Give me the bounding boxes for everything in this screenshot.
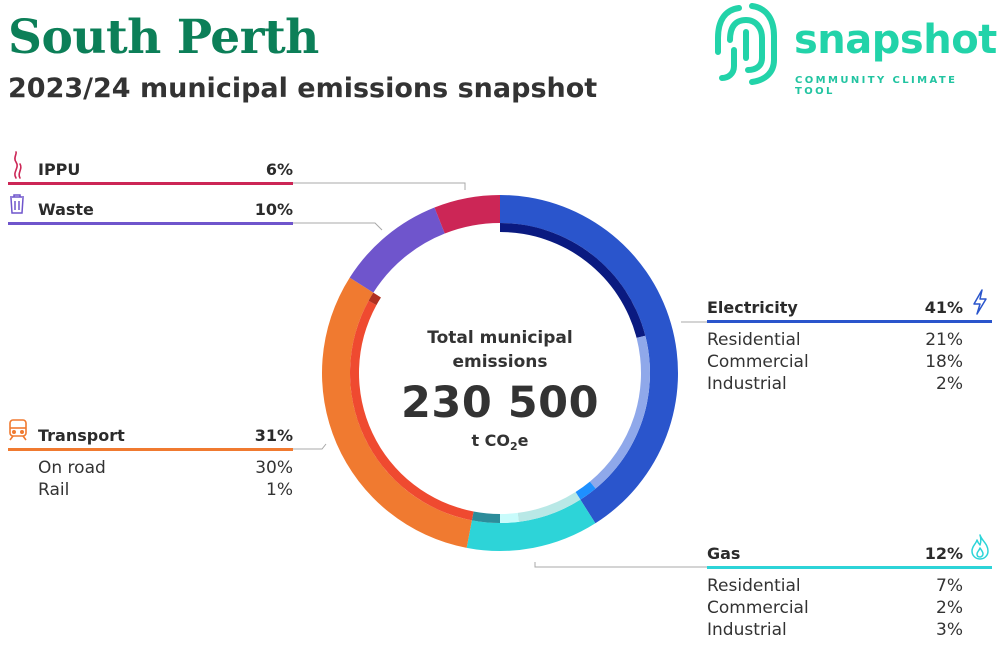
transport-sub-label: On road bbox=[38, 458, 106, 478]
electricity-label: Electricity bbox=[707, 298, 798, 317]
donut-sub-slice-gas-industrial bbox=[471, 511, 500, 523]
snapshot-logo: snapshot COMMUNITY CLIMATE TOOL bbox=[712, 0, 1000, 97]
donut-sub-slice-transport-on-road bbox=[350, 300, 474, 521]
electricity-rule bbox=[707, 320, 992, 323]
electricity-sub-percent: 18% bbox=[925, 352, 963, 372]
ippu-percent: 6% bbox=[265, 160, 293, 179]
waste-rule bbox=[8, 222, 293, 225]
page-subtitle: 2023/24 municipal emissions snapshot bbox=[8, 73, 598, 104]
gas-percent: 12% bbox=[924, 544, 963, 563]
lightning-icon bbox=[973, 289, 987, 315]
donut-slice-gas bbox=[466, 499, 596, 551]
unit-subscript: 2 bbox=[510, 440, 518, 454]
ippu-label: IPPU bbox=[38, 160, 81, 179]
smoke-icon bbox=[14, 151, 22, 179]
donut-sub-slice-transport-rail bbox=[368, 292, 381, 306]
waste-percent: 10% bbox=[254, 200, 293, 219]
electricity-sub-percent: 21% bbox=[925, 330, 963, 350]
gas-rule bbox=[707, 566, 992, 569]
electricity-sub-label: Commercial bbox=[707, 352, 809, 372]
train-icon bbox=[9, 419, 27, 441]
donut-sub-slice-electricity-industrial bbox=[575, 481, 596, 500]
transport-label: Transport bbox=[38, 426, 125, 445]
logo-wordmark: snapshot bbox=[794, 17, 997, 63]
gas-sub-label: Commercial bbox=[707, 598, 809, 618]
electricity-percent: 41% bbox=[924, 298, 963, 317]
transport-sub-percent: 30% bbox=[255, 458, 293, 478]
total-label: Total municipal emissions bbox=[427, 328, 573, 372]
gas-sub-percent: 3% bbox=[936, 620, 963, 640]
gas-sub-percent: 2% bbox=[936, 598, 963, 618]
electricity-sub-label: Industrial bbox=[707, 374, 787, 394]
waste-label: Waste bbox=[38, 200, 94, 219]
donut-slice-electricity bbox=[500, 195, 679, 524]
donut-slice-waste bbox=[349, 207, 445, 293]
fingerprint-logo-icon bbox=[715, 3, 777, 85]
gas-label: Gas bbox=[707, 544, 741, 563]
donut-slice-transport bbox=[321, 277, 472, 548]
flame-icon bbox=[971, 534, 989, 560]
transport-sub-label: Rail bbox=[38, 480, 70, 500]
donut-sub-slice-gas-commercial bbox=[500, 512, 519, 523]
unit-prefix: t CO bbox=[471, 431, 511, 450]
transport-rule bbox=[8, 448, 293, 451]
leader-line-ippu bbox=[293, 182, 466, 190]
donut-sub-slice-electricity-residential bbox=[500, 223, 646, 338]
leader-line-transport bbox=[293, 443, 327, 450]
gas-sub-percent: 7% bbox=[936, 576, 963, 596]
electricity-sub-percent: 2% bbox=[936, 374, 963, 394]
total-value: 230 500 bbox=[401, 378, 599, 428]
donut-slice-ippu bbox=[434, 195, 500, 234]
gas-sub-label: Industrial bbox=[707, 620, 787, 640]
unit-suffix: e bbox=[517, 431, 529, 450]
trash-bin-icon bbox=[10, 194, 24, 214]
donut-center: Total municipal emissions 230 500 t CO2e bbox=[380, 326, 620, 456]
total-unit: t CO2e bbox=[380, 432, 620, 456]
ippu-rule bbox=[8, 182, 293, 185]
transport-sub-percent: 1% bbox=[266, 480, 293, 500]
transport-percent: 31% bbox=[254, 426, 293, 445]
logo-tagline: COMMUNITY CLIMATE TOOL bbox=[795, 75, 958, 97]
page-title: South Perth bbox=[8, 10, 319, 65]
gas-sub-label: Residential bbox=[707, 576, 801, 596]
donut-sub-slice-gas-residential bbox=[517, 492, 581, 522]
leader-line-waste bbox=[293, 222, 383, 231]
donut-sub-slice-electricity-commercial bbox=[589, 335, 650, 489]
electricity-sub-label: Residential bbox=[707, 330, 801, 350]
